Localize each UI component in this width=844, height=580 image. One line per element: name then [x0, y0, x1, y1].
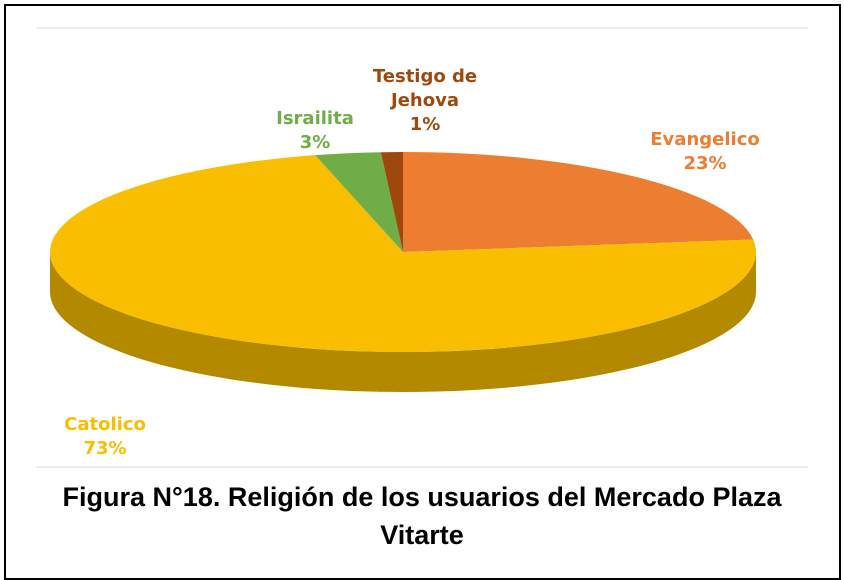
value-label: 3% — [299, 132, 331, 153]
data-label: Evangelico 23% — [650, 128, 759, 176]
value-label: 73% — [83, 438, 127, 459]
slice — [49, 155, 756, 352]
data-label: Catolico 73% — [64, 413, 146, 461]
slice — [315, 152, 403, 252]
slice — [380, 152, 403, 252]
chart-title: Figura N°18. Religión de los usuarios de… — [62, 482, 782, 550]
category-label: Testigo de Jehova — [372, 66, 478, 111]
value-label: 23% — [683, 153, 727, 174]
data-label: Testigo de Jehova 1% — [350, 65, 500, 137]
category-label: Catolico — [64, 414, 146, 435]
category-label: Israilita — [276, 108, 354, 129]
slice-side — [50, 252, 756, 392]
slice — [403, 152, 754, 252]
data-label: Israilita 3% — [276, 107, 354, 155]
category-label: Evangelico — [650, 129, 760, 150]
frame — [4, 4, 841, 580]
value-label: 1% — [409, 114, 441, 135]
